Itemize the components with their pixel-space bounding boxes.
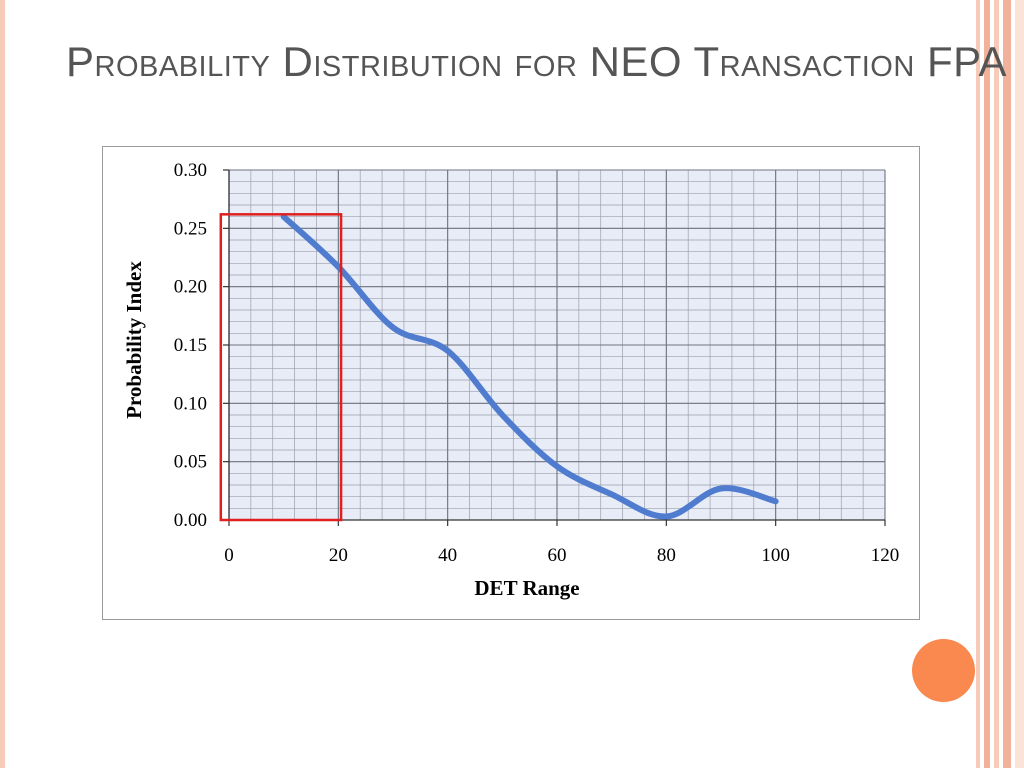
right-border-stripe bbox=[984, 0, 990, 768]
y-axis-title: Probability Index bbox=[122, 261, 146, 419]
y-tick-label: 0.05 bbox=[174, 452, 207, 473]
y-tick-label: 0.20 bbox=[174, 277, 207, 298]
y-axis-tick-labels: 0.00 0.05 0.10 0.15 0.20 0.25 0.30 bbox=[174, 160, 207, 531]
y-tick-label: 0.00 bbox=[174, 510, 207, 531]
y-tick-label: 0.30 bbox=[174, 160, 207, 181]
y-tick-label: 0.10 bbox=[174, 393, 207, 414]
series-line bbox=[280, 213, 779, 520]
y-tick-label: 0.25 bbox=[174, 218, 207, 239]
highlight-box bbox=[219, 213, 343, 522]
x-axis-tick-labels: 0 20 40 60 80 100 120 bbox=[224, 545, 899, 566]
right-border-stripe bbox=[1015, 0, 1024, 768]
x-tick-label: 80 bbox=[657, 545, 676, 566]
right-border-stripe bbox=[994, 0, 999, 768]
chart-frame: 0.00 0.05 0.10 0.15 0.20 0.25 0.30 0 20 40 60 80 10… bbox=[102, 146, 920, 620]
x-axis-title: DET Range bbox=[474, 576, 579, 600]
line-chart: 0.00 0.05 0.10 0.15 0.20 0.25 0.30 0 20 40 60 80 10… bbox=[122, 160, 899, 600]
x-tick-label: 0 bbox=[224, 545, 234, 566]
right-border-stripe bbox=[1003, 0, 1011, 768]
x-tick-label: 40 bbox=[438, 545, 457, 566]
x-tick-label: 120 bbox=[871, 545, 900, 566]
x-tick-label: 100 bbox=[761, 545, 790, 566]
right-border-stripe bbox=[976, 0, 980, 768]
x-tick-label: 60 bbox=[548, 545, 567, 566]
series-layer bbox=[280, 213, 779, 520]
accent-dot bbox=[912, 639, 975, 702]
left-border-strip bbox=[0, 0, 5, 768]
y-tick-label: 0.15 bbox=[174, 335, 207, 356]
x-tick-label: 20 bbox=[329, 545, 348, 566]
slide-title: Probability Distribution for NEO Transac… bbox=[66, 38, 1008, 85]
